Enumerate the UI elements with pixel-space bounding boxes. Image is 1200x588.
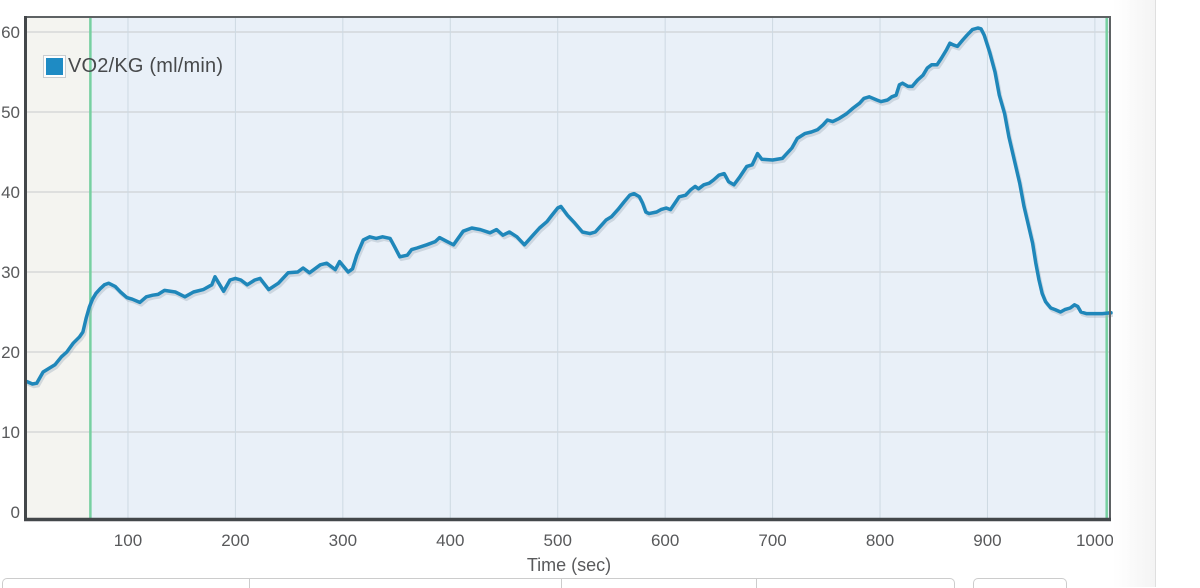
x-tick-label: 800	[866, 531, 894, 550]
x-tick-label: 900	[973, 531, 1001, 550]
x-tick-label: 1000	[1076, 531, 1114, 550]
x-tick-label: 400	[436, 531, 464, 550]
legend-item-vo2kg[interactable]: VO2/KG (ml/min)	[43, 55, 224, 78]
x-tick-label: 100	[114, 531, 142, 550]
table-column-divider	[756, 579, 757, 588]
y-tick-label: 40	[1, 183, 20, 202]
exercise-phase	[90, 17, 1112, 519]
x-axis-title: Time (sec)	[526, 555, 612, 575]
table-column-divider	[561, 579, 562, 588]
x-tick-label: 200	[221, 531, 249, 550]
vo2-series-line[interactable]	[25, 26, 1113, 386]
vo2-line-shadow	[26, 28, 1115, 389]
pre-exercise-phase	[27, 17, 91, 519]
x-tick-label: 300	[329, 531, 357, 550]
y-tick-label: 30	[1, 263, 20, 282]
y-tick-label: 10	[1, 423, 20, 442]
legend-swatch-icon	[43, 55, 66, 78]
y-tick-label: 60	[1, 23, 20, 42]
y-tick-label: 20	[1, 343, 20, 362]
x-tick-label: 500	[544, 531, 572, 550]
x-tick-label: 600	[651, 531, 679, 550]
y-tick-label: 50	[1, 103, 20, 122]
table-header-strip	[2, 578, 955, 588]
right-panel-divider	[1155, 0, 1156, 587]
legend-label: VO2/KG (ml/min)	[68, 55, 224, 77]
table-header-strip-side	[973, 578, 1067, 588]
table-column-divider	[249, 579, 250, 588]
right-fade-area	[1113, 0, 1155, 587]
x-tick-label: 700	[758, 531, 786, 550]
y-tick-label: 0	[11, 503, 20, 522]
